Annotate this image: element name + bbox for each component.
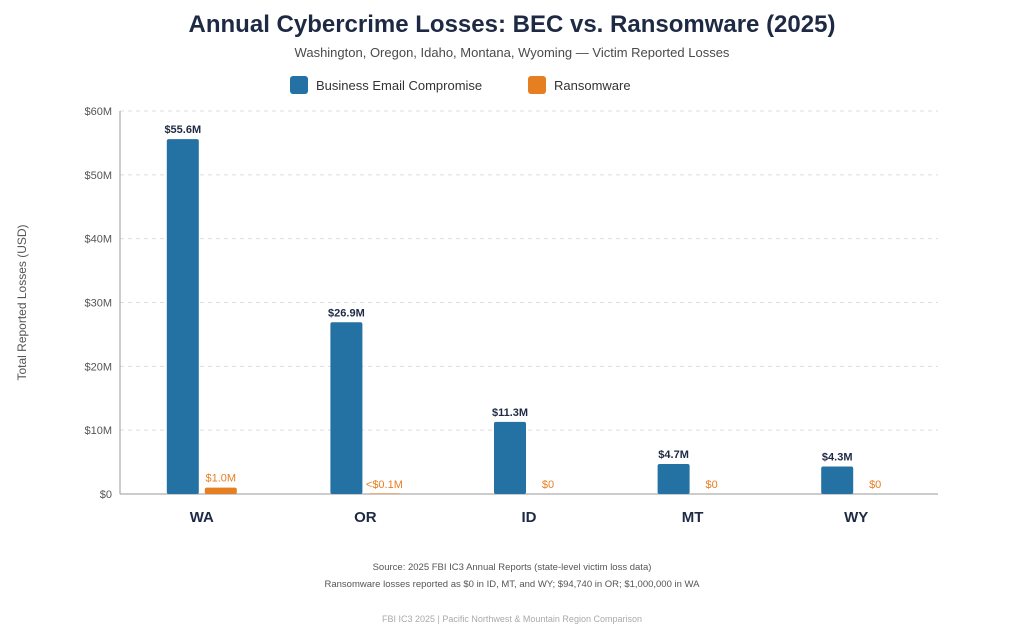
source-note: Source: 2025 FBI IC3 Annual Reports (sta… bbox=[372, 562, 652, 573]
y-tick-label: $50M bbox=[84, 170, 112, 182]
y-tick-label: $40M bbox=[84, 234, 112, 246]
y-tick-label: $20M bbox=[84, 361, 112, 373]
legend-swatch-ransomware bbox=[528, 76, 546, 94]
ransomware-note: Ransomware losses reported as $0 in ID, … bbox=[324, 579, 700, 590]
legend-item-bec[interactable]: Business Email Compromise bbox=[290, 74, 482, 96]
ransomware-data-label: <$0.1M bbox=[366, 479, 403, 491]
ransomware-data-label: $0 bbox=[869, 479, 881, 491]
legend-label-bec: Business Email Compromise bbox=[316, 77, 483, 93]
bec-bar bbox=[821, 466, 854, 494]
ransomware-data-label: $1.0M bbox=[206, 473, 237, 485]
bec-data-label: $4.3M bbox=[822, 452, 853, 464]
y-tick-label: $30M bbox=[84, 298, 112, 310]
x-tick-label: WA bbox=[190, 509, 214, 526]
bec-bar bbox=[657, 463, 690, 494]
ransomware-bar bbox=[204, 487, 237, 494]
x-tick-label: ID bbox=[522, 509, 537, 526]
legend: Business Email Compromise Ransomware bbox=[0, 74, 1024, 96]
ransomware-data-label: $0 bbox=[542, 479, 554, 491]
y-tick-label: $60M bbox=[84, 106, 112, 118]
legend-item-ransomware[interactable]: Ransomware bbox=[528, 74, 631, 96]
footer: FBI IC3 2025 | Pacific Northwest & Mount… bbox=[382, 614, 642, 624]
y-tick-label: $0 bbox=[100, 489, 112, 501]
ransomware-bar bbox=[368, 493, 401, 494]
bec-data-label: $11.3M bbox=[492, 407, 528, 419]
chart-title: Annual Cybercrime Losses: BEC vs. Ransom… bbox=[188, 11, 836, 38]
x-tick-label: WY bbox=[844, 509, 868, 526]
bec-bar bbox=[330, 322, 363, 494]
legend-swatch-bec bbox=[290, 76, 308, 94]
y-tick-label: $10M bbox=[84, 425, 112, 437]
legend-label-ransomware: Ransomware bbox=[554, 77, 631, 93]
bec-data-label: $4.7M bbox=[658, 449, 689, 461]
ransomware-data-label: $0 bbox=[705, 479, 717, 491]
bec-data-label: $55.6M bbox=[164, 124, 201, 136]
x-tick-label: OR bbox=[354, 509, 377, 526]
bec-bar bbox=[494, 421, 526, 494]
y-axis-label: Total Reported Losses (USD) bbox=[15, 224, 29, 380]
x-tick-label: MT bbox=[682, 509, 704, 526]
bec-data-label: $26.9M bbox=[328, 307, 365, 319]
chart-subtitle: Washington, Oregon, Idaho, Montana, Wyom… bbox=[294, 45, 730, 60]
bec-bar bbox=[166, 139, 199, 494]
